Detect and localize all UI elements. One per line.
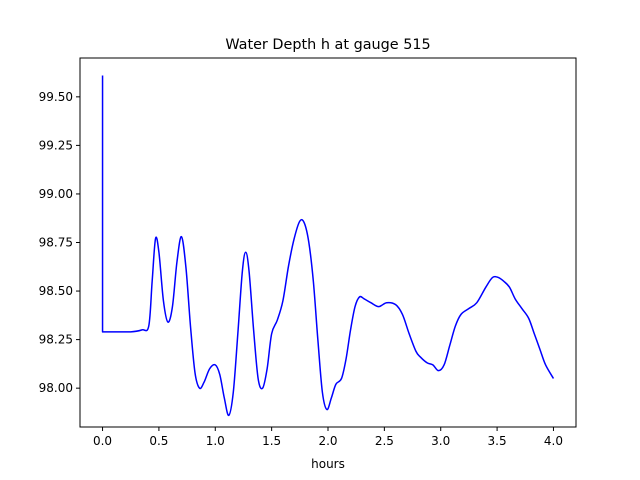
y-tick-label: 98.50	[39, 284, 73, 298]
y-tick-label: 99.00	[39, 187, 73, 201]
x-axis-ticks: 0.0 0.5 1.0 1.5 2.0 2.5 3.0 3.5 4.0	[93, 427, 563, 448]
plot-line-layer	[101, 75, 555, 417]
y-tick-label: 98.00	[39, 381, 73, 395]
x-tick-label: 1.5	[262, 434, 281, 448]
x-tick-label: 0.5	[149, 434, 168, 448]
x-tick-label: 3.5	[488, 434, 507, 448]
x-tick-label: 1.0	[206, 434, 225, 448]
chart-title: Water Depth h at gauge 515	[225, 37, 430, 53]
series-line	[101, 75, 555, 417]
x-tick-label: 0.0	[93, 434, 112, 448]
x-tick-label: 3.0	[431, 434, 450, 448]
y-tick-label: 99.50	[39, 90, 73, 104]
x-tick-label: 2.5	[375, 434, 394, 448]
y-tick-label: 99.25	[39, 138, 73, 152]
y-axis-ticks: 98.00 98.25 98.50 98.75 99.00 99.25 99.50	[39, 90, 80, 395]
y-tick-label: 98.75	[39, 236, 73, 250]
x-tick-label: 4.0	[544, 434, 563, 448]
y-tick-label: 98.25	[39, 333, 73, 347]
x-tick-label: 2.0	[318, 434, 337, 448]
x-axis-label: hours	[311, 457, 345, 471]
